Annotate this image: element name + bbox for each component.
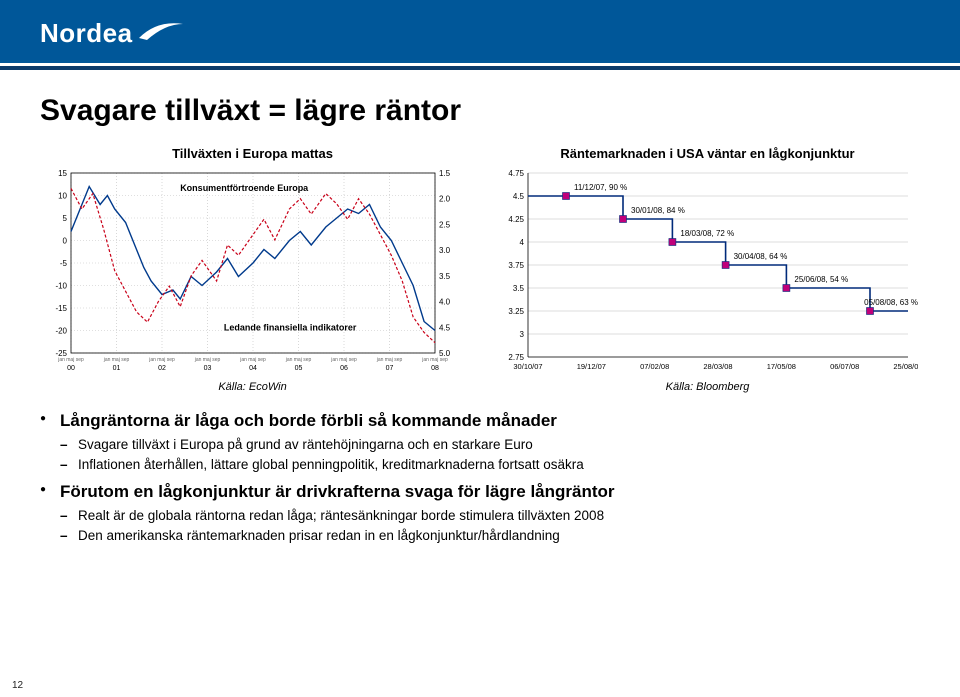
svg-text:03: 03 bbox=[203, 365, 211, 372]
svg-text:17/05/08: 17/05/08 bbox=[766, 362, 795, 371]
svg-text:4: 4 bbox=[519, 238, 524, 247]
svg-text:01: 01 bbox=[112, 365, 120, 372]
svg-text:jan maj sep: jan maj sep bbox=[421, 357, 448, 363]
svg-text:07: 07 bbox=[385, 365, 393, 372]
svg-text:jan maj sep: jan maj sep bbox=[375, 357, 402, 363]
svg-text:08: 08 bbox=[431, 365, 439, 372]
bullet-list: Långräntorna är låga och borde förbli så… bbox=[40, 411, 920, 543]
right-chart-title: Räntemarknaden i USA väntar en lågkonjun… bbox=[495, 146, 920, 161]
svg-text:-15: -15 bbox=[55, 304, 67, 313]
svg-text:jan maj sep: jan maj sep bbox=[193, 357, 220, 363]
svg-text:06/07/08: 06/07/08 bbox=[830, 362, 859, 371]
svg-text:04: 04 bbox=[249, 365, 257, 372]
right-chart-svg: 4.75 4.5 4.25 4 3.75 3.5 3.25 3 2.7530/10/07 19/1… bbox=[498, 167, 918, 377]
svg-text:10: 10 bbox=[58, 192, 67, 201]
svg-text:4.0: 4.0 bbox=[439, 298, 451, 307]
svg-text:05/08/08, 63 %: 05/08/08, 63 % bbox=[864, 298, 918, 307]
brand-logo: Nordea bbox=[40, 18, 187, 49]
slide-content: Svagare tillväxt = lägre räntor Tillväxt… bbox=[0, 70, 960, 543]
svg-text:1.5: 1.5 bbox=[439, 169, 451, 178]
svg-text:2.5: 2.5 bbox=[439, 220, 451, 229]
svg-text:3.5: 3.5 bbox=[512, 284, 524, 293]
svg-text:30/10/07: 30/10/07 bbox=[513, 362, 542, 371]
charts-row: Tillväxten i Europa mattas 15 10 5 0 -5 -10 -1… bbox=[40, 146, 920, 393]
brand-name: Nordea bbox=[40, 18, 133, 49]
left-chart: Tillväxten i Europa mattas 15 10 5 0 -5 -10 -1… bbox=[40, 146, 465, 393]
svg-text:jan maj sep: jan maj sep bbox=[239, 357, 266, 363]
svg-text:00: 00 bbox=[67, 365, 75, 372]
right-chart: Räntemarknaden i USA väntar en lågkonjun… bbox=[495, 146, 920, 393]
page-title: Svagare tillväxt = lägre räntor bbox=[40, 94, 920, 128]
svg-text:4.5: 4.5 bbox=[439, 323, 451, 332]
svg-text:jan maj sep: jan maj sep bbox=[57, 357, 84, 363]
right-chart-source: Källa: Bloomberg bbox=[495, 381, 920, 393]
svg-text:Konsumentförtroende Europa: Konsumentförtroende Europa bbox=[180, 183, 309, 193]
svg-text:30/01/08, 84 %: 30/01/08, 84 % bbox=[631, 206, 685, 215]
bullet-subitem: Den amerikanska räntemarknaden prisar re… bbox=[60, 528, 920, 543]
svg-text:02: 02 bbox=[158, 365, 166, 372]
svg-text:19/12/07: 19/12/07 bbox=[576, 362, 605, 371]
svg-text:jan maj sep: jan maj sep bbox=[330, 357, 357, 363]
svg-text:Ledande finansiella indikatore: Ledande finansiella indikatorer bbox=[223, 323, 356, 333]
svg-text:-5: -5 bbox=[59, 259, 67, 268]
svg-text:4.25: 4.25 bbox=[508, 215, 524, 224]
svg-text:5: 5 bbox=[62, 214, 67, 223]
svg-text:30/04/08, 64 %: 30/04/08, 64 % bbox=[733, 252, 787, 261]
left-chart-source: Källa: EcoWin bbox=[40, 381, 465, 393]
header-divider-dark bbox=[0, 66, 960, 70]
svg-text:2.75: 2.75 bbox=[508, 353, 524, 362]
svg-text:3: 3 bbox=[519, 330, 524, 339]
svg-text:jan maj sep: jan maj sep bbox=[284, 357, 311, 363]
svg-text:15: 15 bbox=[58, 169, 67, 178]
left-chart-title: Tillväxten i Europa mattas bbox=[40, 146, 465, 161]
svg-text:-10: -10 bbox=[55, 282, 67, 291]
bullet-subitem: Inflationen återhållen, lättare global p… bbox=[60, 457, 920, 472]
bullet-subitem: Realt är de globala räntorna redan låga;… bbox=[60, 508, 920, 523]
svg-text:25/06/08, 54 %: 25/06/08, 54 % bbox=[794, 275, 848, 284]
bullet-item: Långräntorna är låga och borde förbli så… bbox=[40, 411, 920, 472]
svg-text:3.0: 3.0 bbox=[439, 246, 451, 255]
svg-text:06: 06 bbox=[340, 365, 348, 372]
svg-text:4.5: 4.5 bbox=[512, 192, 524, 201]
svg-text:jan maj sep: jan maj sep bbox=[148, 357, 175, 363]
svg-text:05: 05 bbox=[294, 365, 302, 372]
svg-text:3.75: 3.75 bbox=[508, 261, 524, 270]
bullet-subitem: Svagare tillväxt i Europa på grund av rä… bbox=[60, 437, 920, 452]
svg-text:28/03/08: 28/03/08 bbox=[703, 362, 732, 371]
svg-text:11/12/07, 90 %: 11/12/07, 90 % bbox=[574, 183, 627, 192]
page-number: 12 bbox=[12, 680, 23, 691]
svg-text:jan maj sep: jan maj sep bbox=[102, 357, 129, 363]
svg-text:18/03/08, 72 %: 18/03/08, 72 % bbox=[680, 229, 734, 238]
svg-text:3.25: 3.25 bbox=[508, 307, 524, 316]
bullet-item: Förutom en lågkonjunktur är drivkraftern… bbox=[40, 482, 920, 543]
left-chart-svg: 151050-5-10-15-20-251.52.02.53.03.54.04.… bbox=[43, 167, 463, 377]
brand-header: Nordea bbox=[0, 0, 960, 70]
svg-text:4.75: 4.75 bbox=[508, 169, 524, 178]
svg-text:-20: -20 bbox=[55, 327, 67, 336]
svg-text:3.5: 3.5 bbox=[439, 272, 451, 281]
svg-text:2.0: 2.0 bbox=[439, 195, 451, 204]
svg-text:07/02/08: 07/02/08 bbox=[640, 362, 669, 371]
swoosh-icon bbox=[137, 18, 187, 49]
svg-text:0: 0 bbox=[62, 237, 67, 246]
svg-text:25/08/08: 25/08/08 bbox=[893, 362, 918, 371]
